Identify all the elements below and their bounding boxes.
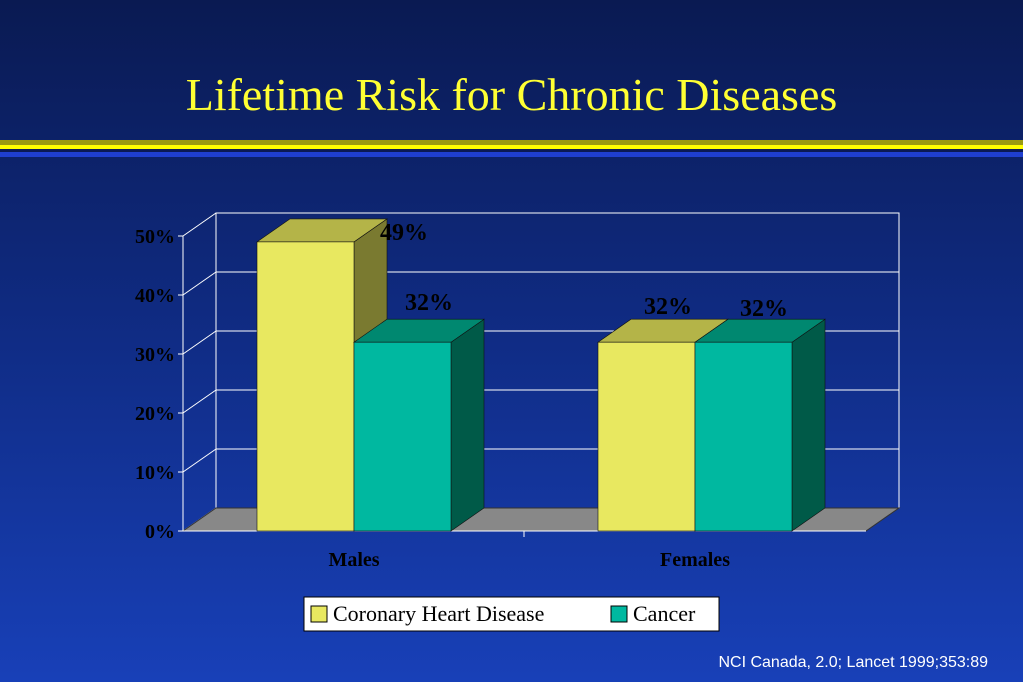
y-tick-label: 20%: [135, 403, 175, 425]
legend-label: Coronary Heart Disease: [333, 601, 544, 626]
x-tick-label: Females: [660, 549, 730, 571]
legend-box: [303, 596, 720, 632]
y-tick-label: 50%: [135, 226, 175, 248]
data-label: 32%: [740, 296, 788, 322]
data-label: 49%: [380, 220, 428, 246]
legend-label: Cancer: [633, 601, 696, 626]
title-rule-olive: [0, 140, 1023, 145]
slide-title: Lifetime Risk for Chronic Diseases: [185, 69, 838, 120]
gridline-side: [182, 212, 217, 237]
data-label: 32%: [405, 290, 453, 316]
y-tick-label: 10%: [135, 462, 175, 484]
bar-side: [791, 318, 826, 532]
gridline-side: [182, 389, 217, 414]
title-rule-yellow: [0, 145, 1023, 149]
y-tick-label: 40%: [135, 285, 175, 307]
gridline-side: [182, 448, 217, 473]
gridline-side: [182, 271, 217, 296]
legend-swatch: [310, 605, 328, 623]
title-rule-blue: [0, 152, 1023, 157]
y-tick-label: 30%: [135, 344, 175, 366]
bar: [353, 341, 452, 532]
bar: [597, 341, 696, 532]
x-tick-label: Males: [328, 549, 379, 571]
legend-swatch: [610, 605, 628, 623]
bar-side: [450, 318, 485, 532]
bar: [694, 341, 793, 532]
gridline-side: [182, 330, 217, 355]
data-label: 32%: [644, 294, 692, 320]
bar: [256, 241, 355, 532]
title-rule-dark: [0, 149, 1023, 152]
y-tick-label: 0%: [145, 521, 175, 543]
citation: NCI Canada, 2.0; Lancet 1999;353:89: [718, 654, 988, 671]
